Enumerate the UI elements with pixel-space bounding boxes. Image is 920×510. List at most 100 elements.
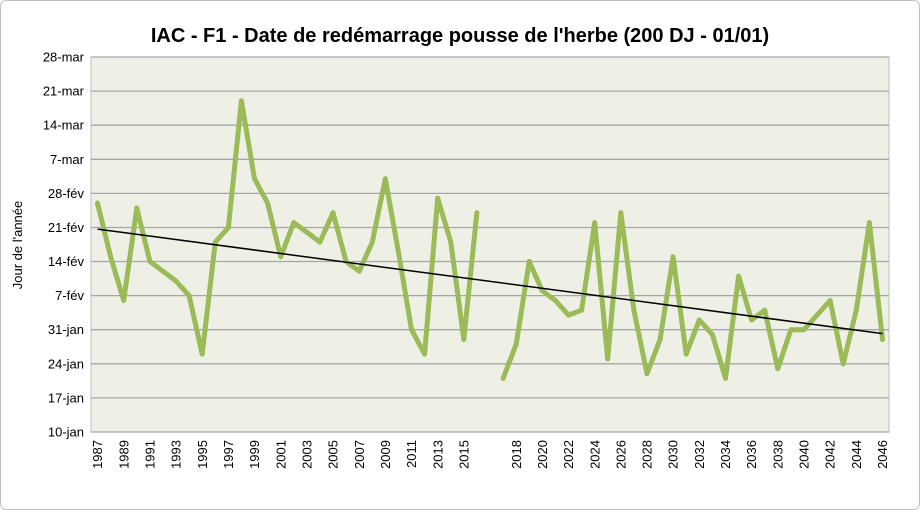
data-point bbox=[801, 327, 807, 333]
y-tick-label: 14-fév bbox=[48, 254, 85, 269]
series-line bbox=[95, 98, 885, 381]
data-point bbox=[356, 268, 362, 274]
data-point bbox=[173, 278, 179, 284]
data-point bbox=[683, 351, 689, 357]
x-tick-label: 2040 bbox=[797, 440, 812, 469]
data-point bbox=[631, 307, 637, 313]
y-tick-label: 7-mar bbox=[50, 152, 85, 167]
x-tick-label: 1989 bbox=[116, 440, 131, 469]
data-point bbox=[304, 229, 310, 235]
x-tick-label: 2038 bbox=[770, 440, 785, 469]
chart-title: IAC - F1 - Date de redémarrage pousse de… bbox=[151, 25, 769, 47]
x-tick-label: 2013 bbox=[430, 440, 445, 469]
y-axis-ticks: 10-jan 17-jan 24-jan 31-jan 7-fév 14-fév 21-fé… bbox=[43, 50, 85, 440]
x-tick-label: 2024 bbox=[587, 440, 602, 469]
x-tick-label: 2032 bbox=[692, 440, 707, 469]
y-tick-label: 21-mar bbox=[43, 84, 85, 99]
data-point bbox=[291, 220, 297, 226]
data-point bbox=[526, 259, 532, 264]
data-point bbox=[435, 195, 441, 201]
y-tick-label: 28-fév bbox=[48, 186, 85, 201]
y-tick-label: 17-jan bbox=[48, 390, 84, 405]
y-tick-label: 24-jan bbox=[48, 356, 84, 371]
data-point bbox=[827, 298, 833, 303]
data-point bbox=[108, 254, 114, 260]
x-tick-label: 2020 bbox=[535, 440, 550, 469]
x-tick-label: 2009 bbox=[378, 440, 393, 469]
data-point bbox=[736, 273, 742, 279]
y-tick-label: 21-fév bbox=[48, 220, 85, 235]
x-tick-label: 2036 bbox=[744, 440, 759, 469]
data-point bbox=[723, 375, 728, 381]
data-point bbox=[448, 239, 454, 245]
data-point bbox=[709, 332, 715, 338]
y-tick-label: 28-mar bbox=[43, 50, 85, 65]
data-point bbox=[199, 351, 205, 357]
y-tick-label: 31-jan bbox=[48, 322, 84, 337]
data-point bbox=[853, 307, 859, 313]
data-point bbox=[212, 239, 218, 245]
data-point bbox=[461, 337, 467, 342]
data-point bbox=[395, 249, 401, 255]
data-point bbox=[670, 254, 676, 260]
x-tick-label: 2028 bbox=[640, 440, 655, 469]
data-point bbox=[592, 220, 598, 226]
data-point bbox=[644, 371, 650, 377]
data-point bbox=[121, 298, 127, 303]
trendline-layer bbox=[97, 228, 883, 335]
plot-area bbox=[90, 56, 890, 433]
y-gridlines bbox=[91, 56, 889, 433]
data-point bbox=[775, 366, 781, 372]
x-tick-label: 2034 bbox=[718, 440, 733, 469]
trendline bbox=[97, 228, 883, 335]
data-point bbox=[866, 220, 872, 226]
data-point bbox=[225, 225, 231, 230]
data-point bbox=[330, 210, 336, 216]
data-point bbox=[566, 312, 571, 318]
data-point bbox=[696, 317, 702, 323]
x-tick-label: 2044 bbox=[849, 440, 864, 469]
y-axis-label: Jour de l'année bbox=[10, 201, 25, 290]
x-tick-label: 1993 bbox=[169, 440, 184, 469]
data-point bbox=[369, 239, 375, 245]
data-point bbox=[147, 259, 153, 264]
x-tick-label: 2030 bbox=[666, 440, 681, 469]
data-point bbox=[422, 351, 428, 357]
data-point bbox=[278, 254, 284, 260]
data-point bbox=[252, 176, 257, 182]
data-point bbox=[265, 200, 271, 206]
x-tick-label: 1995 bbox=[195, 440, 210, 469]
data-point bbox=[539, 288, 545, 294]
data-point bbox=[618, 210, 624, 216]
y-tick-label: 10-jan bbox=[48, 425, 84, 440]
x-axis-ticks: 1987 1989 1991 1993 1995 1997 1999 2001 2003 2005… bbox=[90, 440, 890, 469]
data-point bbox=[474, 210, 480, 216]
data-point bbox=[317, 239, 323, 245]
data-point bbox=[657, 337, 663, 342]
x-tick-label: 2015 bbox=[456, 440, 471, 469]
data-point bbox=[160, 268, 166, 274]
x-tick-label: 1997 bbox=[221, 440, 236, 469]
data-point bbox=[95, 200, 100, 206]
data-point bbox=[579, 307, 585, 313]
data-point bbox=[840, 361, 846, 367]
data-point bbox=[500, 375, 506, 381]
x-tick-label: 2026 bbox=[613, 440, 628, 469]
x-tick-label: 2018 bbox=[509, 440, 524, 469]
data-point bbox=[788, 327, 794, 333]
x-tick-label: 1991 bbox=[142, 440, 157, 469]
data-point bbox=[605, 356, 611, 362]
x-tick-label: 2011 bbox=[404, 440, 419, 468]
x-tick-label: 1999 bbox=[247, 440, 262, 469]
x-tick-label: 2005 bbox=[326, 440, 341, 469]
data-point bbox=[134, 205, 140, 211]
x-tick-label: 2042 bbox=[823, 440, 838, 469]
data-point bbox=[814, 312, 820, 318]
data-point bbox=[513, 341, 519, 347]
data-point bbox=[409, 327, 414, 333]
data-point bbox=[749, 317, 755, 323]
data-point bbox=[382, 176, 388, 182]
x-tick-label: 2007 bbox=[352, 440, 367, 469]
data-point bbox=[552, 298, 558, 303]
